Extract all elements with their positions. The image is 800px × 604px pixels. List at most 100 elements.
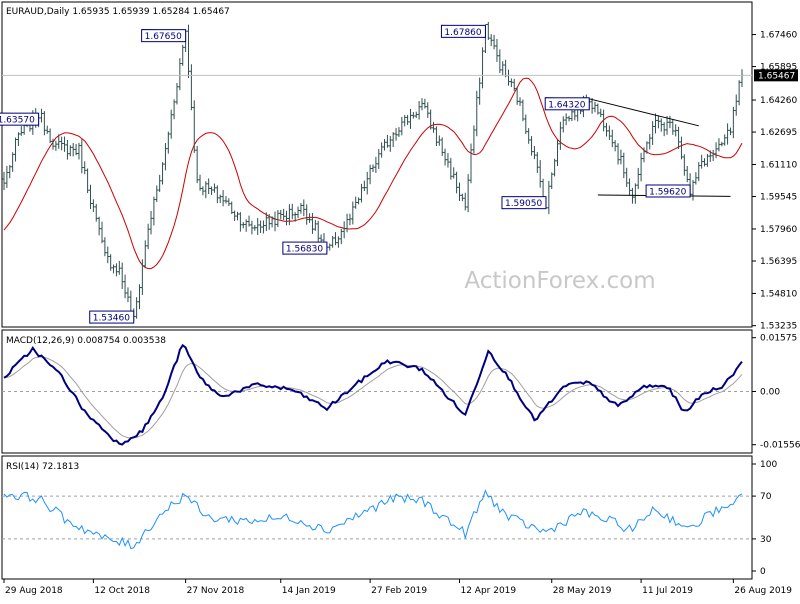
price-callout-label: 1.64320: [548, 100, 585, 110]
ohlc-bar: [11, 152, 15, 172]
ohlc-bar: [296, 206, 300, 218]
time-tick-label: 26 Aug 2019: [734, 586, 792, 596]
ohlc-bar: [694, 172, 698, 185]
ohlc-bar: [334, 232, 338, 246]
price-callout-box: [141, 29, 187, 43]
ohlc-bar: [668, 115, 672, 129]
ohlc-bar: [155, 185, 159, 203]
price-callout: 1.63570: [0, 112, 40, 126]
macd-tick-label: 0.01575: [760, 334, 797, 344]
ohlc-bar: [469, 143, 473, 184]
ohlc-bar: [273, 211, 277, 232]
ohlc-bar: [342, 221, 346, 239]
ohlc-bar: [429, 109, 433, 130]
ohlc-bar: [331, 235, 335, 248]
price-tick-label: 1.54810: [760, 289, 797, 299]
ohlc-bar: [201, 186, 205, 196]
price-panel-title: EURAUD,Daily 1.65935 1.65939 1.65284 1.6…: [6, 7, 230, 17]
ohlc-bar: [302, 199, 306, 217]
macd-signal-line: [3, 356, 743, 439]
ohlc-bar: [388, 136, 392, 152]
ohlc-bar: [682, 154, 686, 176]
time-tick-label: 14 Jan 2019: [282, 586, 336, 596]
ohlc-bar: [163, 143, 167, 171]
ohlc-bar: [720, 141, 724, 147]
ohlc-bar: [642, 147, 646, 163]
ohlc-bar: [486, 21, 490, 40]
ohlc-bar: [677, 126, 681, 149]
ohlc-bar: [380, 142, 384, 158]
ohlc-bar: [94, 203, 98, 222]
ohlc-bar: [383, 138, 387, 151]
ohlc-bar: [700, 154, 704, 169]
ohlc-bar: [187, 24, 190, 78]
ohlc-bar: [221, 190, 225, 207]
ohlc-bar: [665, 115, 669, 135]
ohlc-bar: [530, 136, 534, 156]
ohlc-bar: [238, 212, 242, 232]
ohlc-bar: [671, 119, 675, 135]
ohlc-bar: [654, 113, 658, 134]
ohlc-bar: [512, 78, 516, 91]
ohlc-bar: [403, 115, 407, 127]
ohlc-bar: [478, 77, 482, 105]
ohlc-bar: [731, 106, 735, 139]
macd-tick-label: 0.00: [760, 388, 780, 398]
price-tick-label: 1.61110: [760, 161, 797, 171]
price-tick-label: 1.56395: [760, 257, 797, 267]
ohlc-bar: [348, 213, 352, 226]
price-callout-box: [282, 241, 328, 255]
macd-panel-title: MACD(12,26,9) 0.008754 0.003538: [6, 336, 166, 346]
ohlc-bar: [80, 139, 84, 174]
ohlc-bar: [452, 167, 456, 179]
ohlc-bar: [613, 140, 617, 152]
ohlc-bar: [432, 121, 436, 133]
ohlc-bar: [241, 221, 245, 229]
macd-tick-label: -0.015568: [760, 441, 800, 451]
ohlc-bar: [215, 185, 219, 204]
ohlc-bar: [596, 103, 600, 115]
price-callout-label: 1.56830: [286, 245, 323, 255]
rsi-axis: 100 70 30 0: [2, 460, 777, 577]
ohlc-bar: [434, 126, 438, 147]
ohlc-bar: [112, 264, 116, 274]
ohlc-bar: [711, 149, 715, 161]
ohlc-bar: [299, 203, 303, 214]
rsi-tick-label: 70: [760, 492, 772, 502]
price-bars: [2, 21, 744, 322]
ohlc-bar: [437, 135, 441, 146]
ohlc-bar: [233, 210, 237, 221]
ohlc-bar: [593, 101, 597, 113]
ohlc-bar: [149, 211, 153, 235]
ohlc-bar: [2, 171, 6, 191]
ohlc-bar: [628, 178, 632, 196]
current-price-marker: [754, 69, 798, 82]
ohlc-bar: [509, 78, 513, 88]
ohlc-bar: [385, 134, 389, 148]
ohlc-bar: [279, 209, 283, 220]
price-axis: 1.67460 1.65895 1.64260 1.62695 1.61110 1.595…: [752, 31, 797, 332]
ohlc-bar: [400, 116, 404, 136]
ohlc-bar: [310, 213, 314, 234]
ohlc-bar: [685, 166, 689, 183]
ohlc-bar: [645, 141, 649, 154]
price-callout-label: 1.67650: [145, 32, 182, 42]
ohlc-bar: [137, 284, 141, 310]
ohlc-bar: [532, 146, 536, 160]
ohlc-bar: [446, 153, 450, 168]
ohlc-bar: [714, 142, 718, 159]
ohlc-bar: [192, 100, 196, 153]
ohlc-bar: [553, 158, 557, 177]
ohlc-bar: [88, 184, 92, 210]
ohlc-bar: [659, 118, 663, 132]
rsi-tick-label: 100: [760, 460, 777, 470]
ohlc-bar: [365, 171, 369, 195]
price-callout: 1.67650: [141, 29, 187, 43]
ohlc-bar: [250, 220, 254, 235]
ohlc-bar: [371, 164, 375, 172]
rsi-panel-frame: [1, 455, 753, 580]
ohlc-bar: [535, 152, 539, 173]
ohlc-bar: [267, 214, 271, 230]
ohlc-bar: [457, 182, 461, 201]
